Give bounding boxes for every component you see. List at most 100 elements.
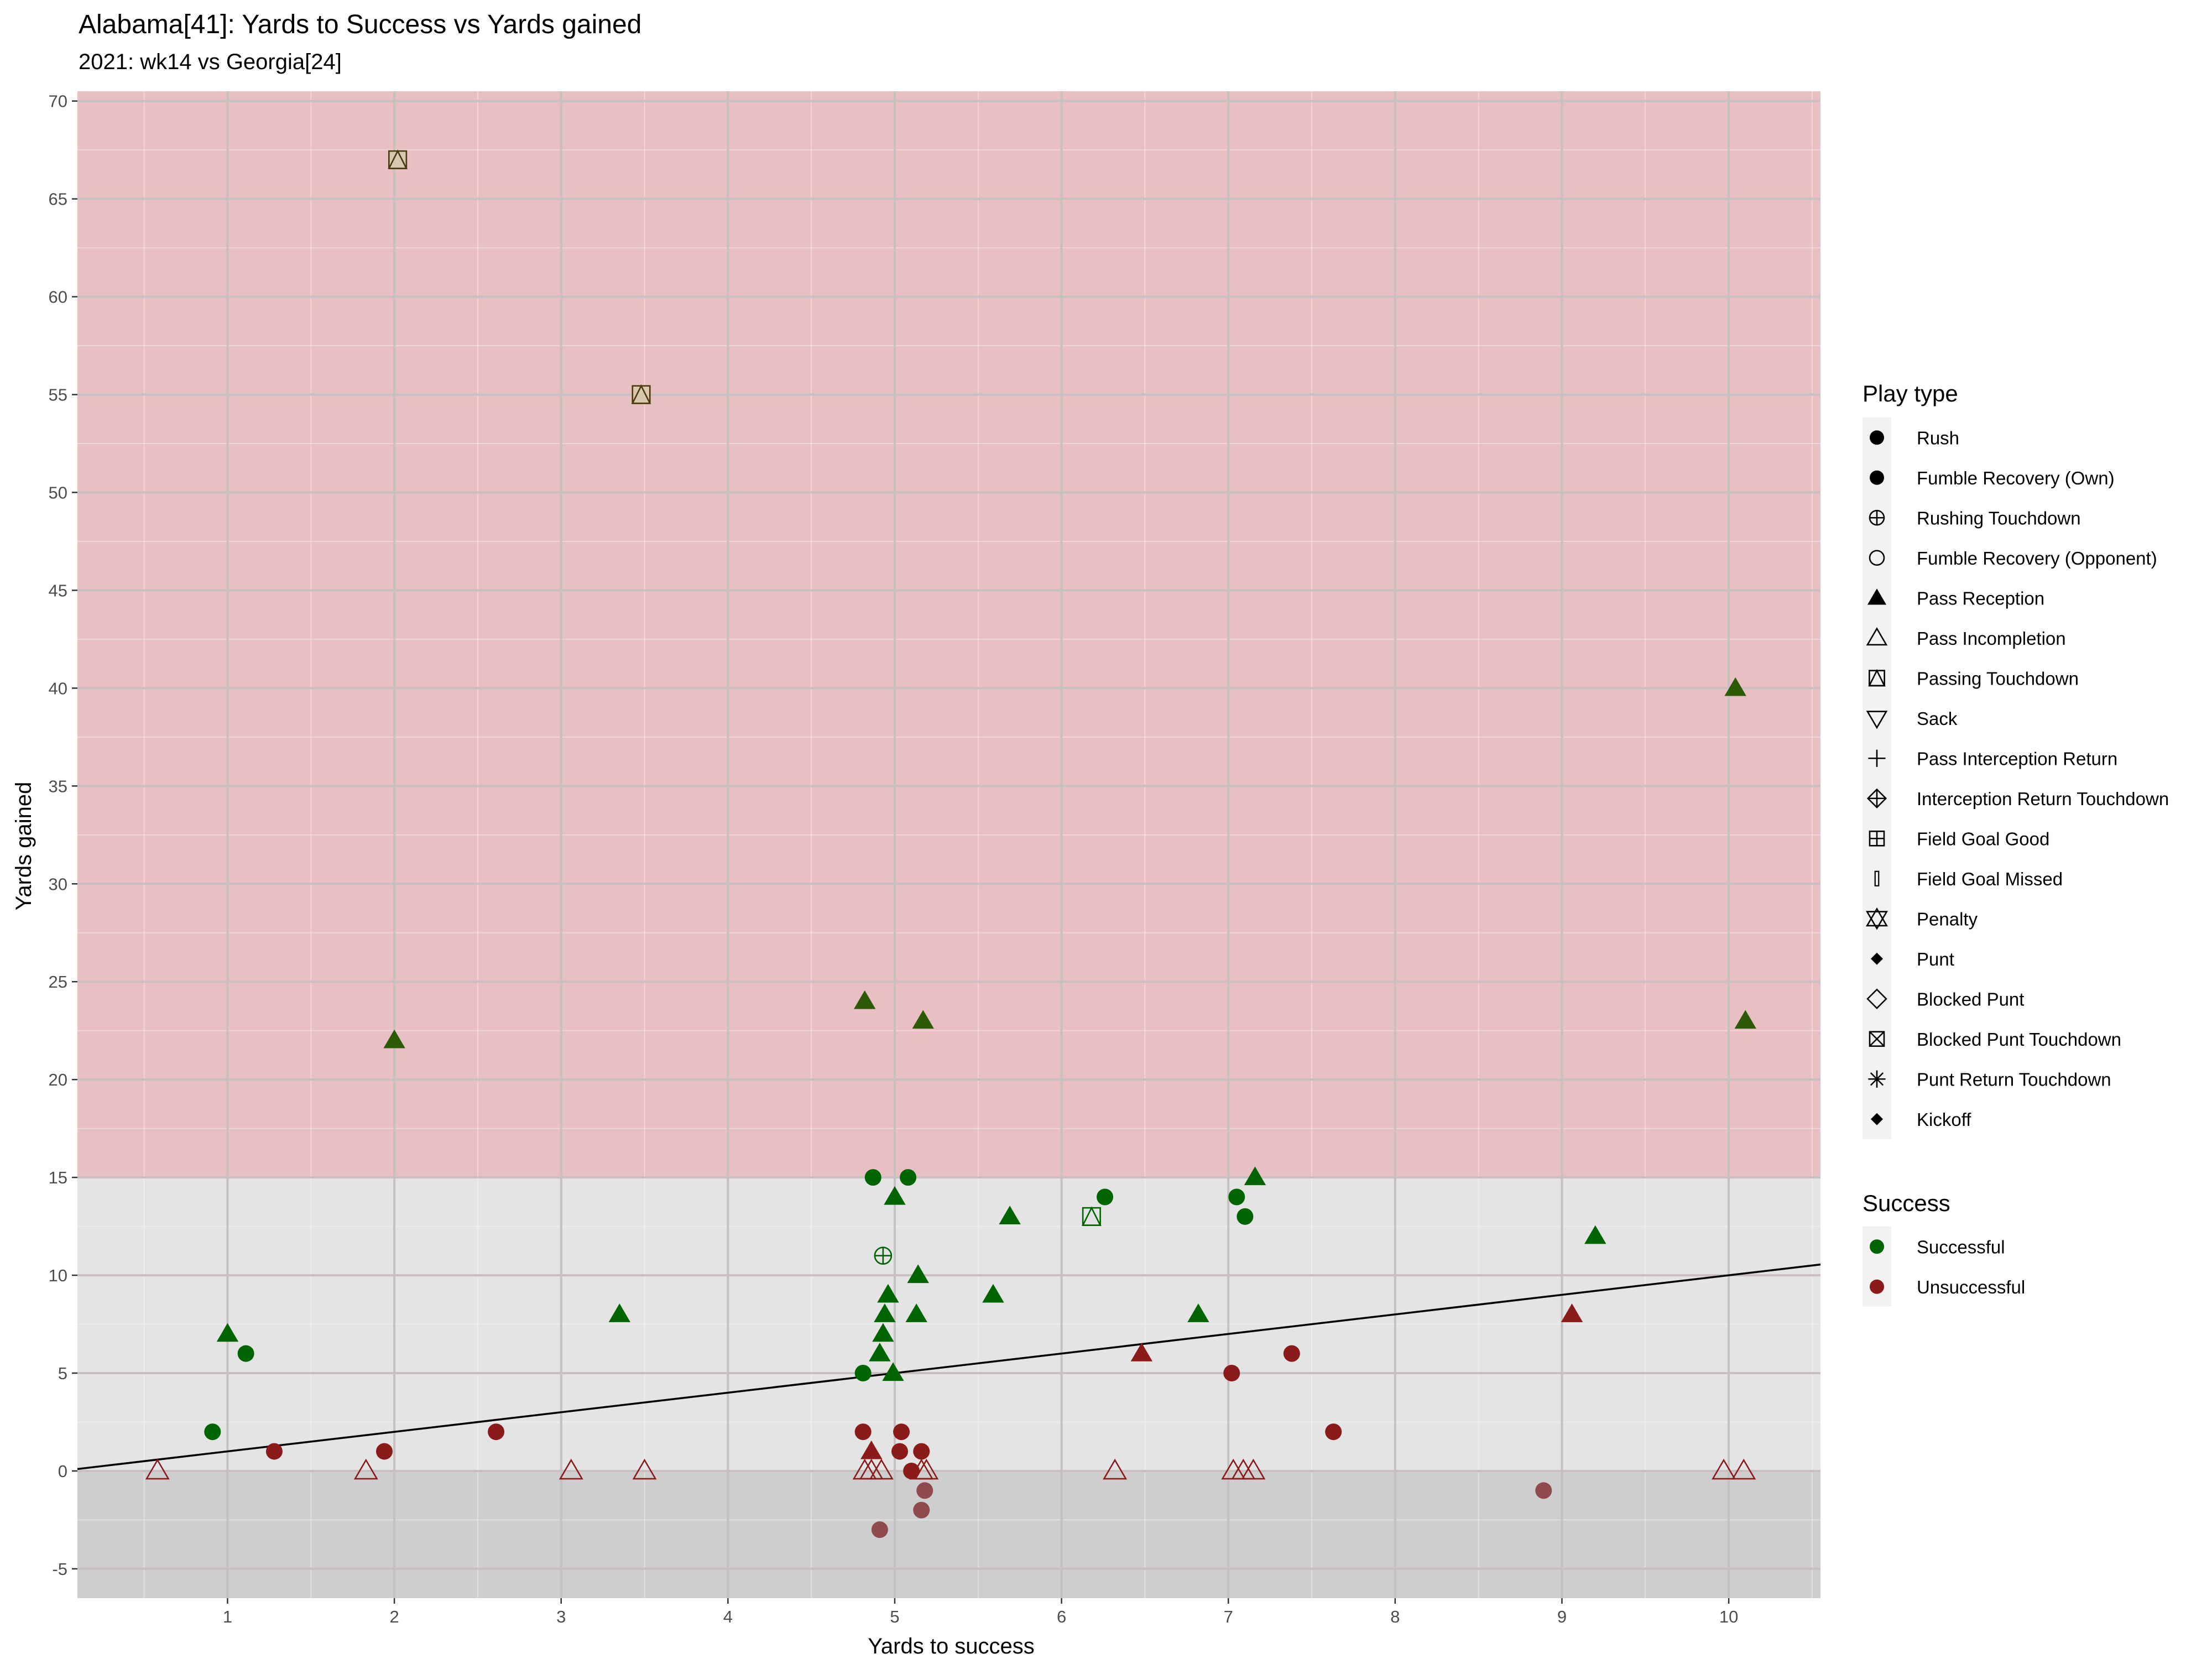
x-tick-label: 3: [556, 1607, 566, 1626]
data-point: [1244, 1166, 1266, 1186]
grid-lines: [77, 91, 1820, 1598]
legend-key-square-cross-icon: [1869, 1031, 1885, 1047]
data-point: [877, 1284, 899, 1303]
data-point: [903, 1462, 920, 1479]
legend-label: Field Goal Missed: [1917, 869, 2063, 889]
legend-key-circle-open-icon: [1869, 550, 1885, 566]
x-tick-label: 8: [1390, 1607, 1400, 1626]
reference-line: [77, 1263, 1821, 1470]
legend-label: Fumble Recovery (Opponent): [1917, 548, 2157, 568]
legend-key-star-of-david-icon: [1865, 907, 1888, 930]
legend-label: Penalty: [1917, 909, 1978, 929]
data-point: [912, 1010, 934, 1029]
legend-key-diamond-open-icon: [1866, 988, 1887, 1009]
y-tick-label: 0: [58, 1462, 67, 1481]
y-axis-ticks: -5 0 5 10 15 20 25 30 35 40 45 50 55 60 65 70: [49, 92, 77, 1579]
data-point: [383, 1029, 405, 1048]
chart-subtitle: 2021: wk14 vs Georgia[24]: [79, 50, 342, 74]
legend-key-square-plus-icon: [1869, 830, 1885, 847]
legend-label: Punt Return Touchdown: [1917, 1069, 2111, 1089]
legend-label: Interception Return Touchdown: [1917, 789, 2169, 809]
y-tick-label: 65: [49, 190, 67, 209]
y-tick-label: 30: [49, 874, 67, 894]
legend-label: Pass Interception Return: [1917, 748, 2117, 769]
data-point: [1283, 1345, 1300, 1362]
data-point: [853, 990, 876, 1009]
x-tick-label: 5: [890, 1607, 899, 1626]
x-axis-label: Yards to success: [868, 1634, 1035, 1658]
legend-title-play-type: Play type: [1863, 380, 1958, 406]
data-point: [999, 1206, 1021, 1224]
data-point: [1584, 1225, 1606, 1244]
data-point: [1130, 1342, 1153, 1361]
legend-key-circle-icon: [1870, 1239, 1884, 1254]
data-point: [1712, 1458, 1736, 1480]
data-point: [237, 1345, 254, 1362]
data-point: [1561, 1303, 1583, 1322]
data-point: [864, 1169, 881, 1186]
data-point: [1082, 1206, 1102, 1226]
legend-key-diamond-plus-icon: [1866, 788, 1887, 808]
data-point: [631, 384, 651, 404]
y-tick-label: 35: [49, 776, 67, 796]
legend-label: Punt: [1917, 949, 1954, 969]
data-point: [872, 1323, 894, 1342]
y-tick-label: 15: [49, 1168, 67, 1187]
data-point: [353, 1458, 378, 1480]
data-point: [874, 1303, 896, 1322]
data-point: [1223, 1365, 1240, 1382]
data-point: [265, 1443, 283, 1460]
legend-label: Sack: [1917, 708, 1958, 729]
data-point: [1734, 1010, 1756, 1029]
legend-label: Blocked Punt: [1917, 989, 2024, 1009]
data-point: [1103, 1458, 1128, 1480]
legend-key-circle-icon: [1870, 1279, 1884, 1294]
legend-key-bg: [1863, 698, 1891, 738]
y-tick-label: 40: [49, 679, 67, 698]
data-point: [1241, 1458, 1266, 1480]
data-point: [871, 1521, 888, 1538]
data-point: [488, 1423, 505, 1441]
legend: Play type Rush Fumble Recovery (Own) Rushin…: [1863, 380, 2169, 1307]
data-point: [388, 149, 408, 169]
data-point: [1187, 1303, 1209, 1322]
legend-key-triangle-open-icon: [1866, 627, 1888, 646]
legend-label: Blocked Punt Touchdown: [1917, 1029, 2121, 1050]
y-tick-label: 60: [49, 288, 67, 307]
data-point: [854, 1365, 872, 1382]
legend-label: Rushing Touchdown: [1917, 508, 2081, 528]
legend-key-circle-plus-icon: [1869, 509, 1885, 526]
data-point: [884, 1186, 906, 1205]
x-tick-label: 10: [1719, 1607, 1738, 1626]
data-point: [916, 1482, 933, 1499]
y-tick-label: 10: [49, 1266, 67, 1285]
legend-key-triangle-filled-icon: [1867, 588, 1887, 605]
legend-label: Fumble Recovery (Own): [1917, 468, 2115, 488]
data-point: [882, 1362, 904, 1381]
legend-label: Rush: [1917, 427, 1959, 448]
data-point: [913, 1501, 930, 1519]
data-point: [632, 1458, 657, 1480]
x-tick-label: 4: [723, 1607, 733, 1626]
legend-key-thin-rect-icon: [1874, 870, 1880, 886]
y-tick-label: 5: [58, 1364, 67, 1383]
x-tick-label: 2: [389, 1607, 399, 1626]
data-point: [891, 1443, 909, 1460]
data-point: [216, 1323, 239, 1342]
y-tick-label: 70: [49, 92, 67, 111]
background-band-1: [77, 1177, 1820, 1471]
y-tick-label: 50: [49, 483, 67, 502]
y-axis-label: Yards gained: [12, 782, 36, 911]
data-point: [982, 1284, 1004, 1303]
legend-label: Successful: [1917, 1237, 2005, 1257]
data-point: [860, 1440, 883, 1459]
legend-key-diamond-small-filled-icon: [1870, 1113, 1884, 1125]
data-point: [559, 1458, 583, 1480]
data-point: [907, 1264, 929, 1284]
plot-background: [77, 91, 1820, 1598]
legend-label: Passing Touchdown: [1917, 668, 2079, 688]
reference-line-group: [77, 1263, 1821, 1470]
data-point: [874, 1246, 893, 1265]
y-tick-label: -5: [52, 1559, 67, 1579]
